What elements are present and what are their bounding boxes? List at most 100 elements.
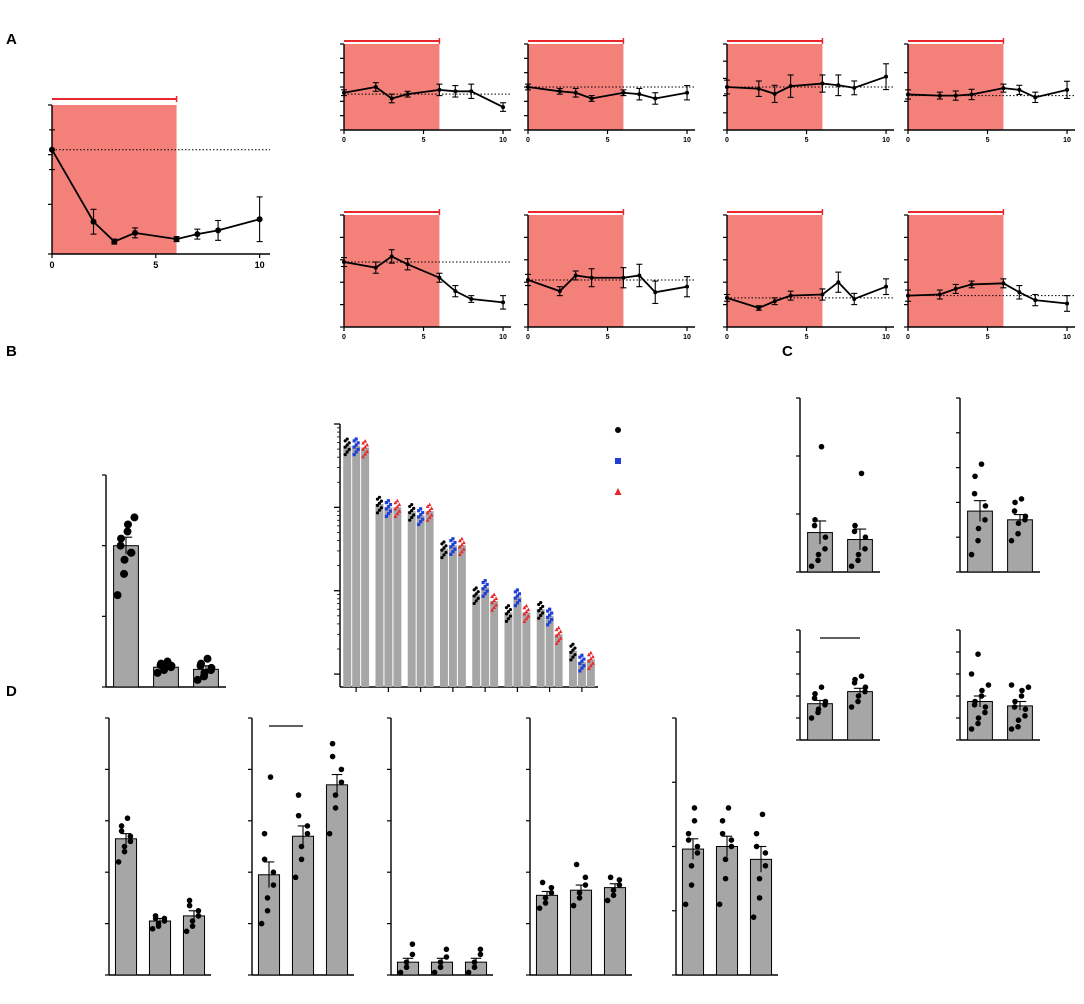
data-point: [347, 441, 351, 445]
data-point: [750, 914, 757, 920]
data-point: [373, 265, 378, 270]
data-point: [548, 613, 552, 617]
x-tick-label: 5: [422, 334, 426, 341]
data-point: [852, 297, 857, 301]
data-point: [607, 874, 614, 881]
data-point: [352, 445, 356, 449]
data-point: [508, 607, 513, 612]
bar-cd8-dcs-d3: [577, 661, 586, 687]
data-point: [610, 892, 617, 899]
bar-7: [325, 784, 349, 976]
data-point: [506, 617, 511, 621]
data-point: [1015, 530, 1021, 537]
data-point: [653, 96, 658, 101]
data-point: [815, 706, 822, 712]
data-point: [588, 650, 593, 655]
data-point: [637, 92, 642, 97]
data-point: [490, 600, 495, 605]
data-point: [386, 499, 391, 503]
data-point: [298, 856, 305, 863]
data-point: [443, 954, 450, 960]
data-point: [361, 454, 366, 459]
data-point: [295, 812, 302, 819]
data-point: [862, 688, 868, 695]
data-point: [820, 292, 825, 297]
bar-3: [715, 846, 739, 976]
data-point: [354, 443, 358, 447]
data-point: [546, 623, 550, 627]
data-point: [590, 661, 595, 665]
data-point: [377, 508, 382, 512]
data-point: [442, 546, 446, 550]
dt-treatment-shade: [908, 44, 1004, 130]
data-point: [855, 557, 861, 564]
bar-dt: [847, 691, 873, 741]
series-line: [51, 149, 260, 243]
data-point: [753, 843, 760, 850]
panel-label-d: D: [6, 683, 17, 700]
data-point: [437, 87, 442, 92]
data-point: [329, 740, 336, 747]
data-point: [501, 300, 506, 305]
data-point: [725, 295, 729, 300]
data-point: [759, 811, 766, 818]
data-point: [419, 513, 423, 517]
data-point: [326, 830, 333, 837]
series-line: [907, 87, 1068, 99]
x-tick-label: 0: [906, 137, 910, 144]
data-point: [588, 656, 593, 661]
data-point: [427, 508, 432, 513]
data-point: [261, 856, 268, 863]
data-point: [548, 884, 555, 891]
data-point: [258, 920, 265, 927]
data-point: [504, 619, 509, 623]
data-point: [469, 297, 474, 301]
data-point: [431, 969, 438, 976]
chart-d-gmps: [248, 717, 354, 976]
data-point: [481, 594, 485, 598]
data-point: [852, 676, 858, 683]
data-point: [972, 473, 978, 480]
data-point: [753, 830, 760, 837]
data-point: [363, 439, 368, 443]
data-point: [571, 648, 575, 652]
data-point: [858, 470, 865, 477]
data-point: [393, 514, 398, 518]
data-point: [483, 591, 487, 596]
data-point: [304, 823, 311, 829]
chart-c-skinmcs: [956, 629, 1040, 741]
data-point: [586, 666, 591, 671]
data-point: [822, 534, 829, 540]
data-point: [524, 616, 529, 621]
data-point: [395, 511, 400, 516]
data-point: [762, 850, 769, 856]
data-point: [163, 657, 172, 666]
x-tick-label: 10: [882, 334, 890, 341]
data-point: [522, 605, 527, 610]
data-point: [449, 539, 453, 543]
data-point: [449, 545, 453, 549]
data-point: [524, 609, 529, 614]
data-point: [127, 838, 134, 845]
data-point: [405, 92, 410, 97]
data-point: [589, 275, 594, 280]
legend-marker: [614, 488, 622, 495]
dt-treatment-shade: [344, 44, 440, 130]
chart-a-basophils: 0 5 10: [48, 96, 270, 270]
data-point: [377, 495, 382, 499]
data-point: [1015, 717, 1022, 723]
data-point: [576, 895, 583, 901]
data-point: [127, 833, 134, 840]
data-point: [550, 611, 554, 615]
data-point: [425, 504, 430, 509]
data-point: [451, 550, 455, 554]
data-point: [453, 289, 458, 294]
data-point: [556, 631, 561, 636]
data-point: [149, 925, 156, 932]
data-point: [573, 90, 578, 95]
data-point: [329, 753, 336, 760]
data-point: [554, 627, 559, 632]
data-point: [494, 596, 499, 600]
data-point: [361, 447, 366, 451]
data-point: [637, 273, 642, 278]
